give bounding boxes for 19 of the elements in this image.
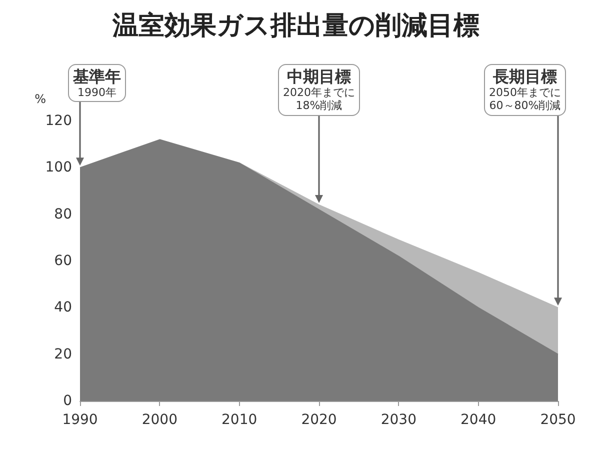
x-tick-label: 2000 (142, 412, 178, 428)
y-tick-label: 120 (45, 113, 72, 129)
text: 長期目標 2050年までに 60～80%削減 (489, 67, 561, 113)
y-tick-label: 0 (63, 393, 72, 409)
x-tick-label: 2010 (222, 412, 258, 428)
y-tick-label: 100 (45, 160, 72, 176)
y-tick-label: 40 (54, 300, 72, 316)
y-axis-title: % (34, 92, 46, 106)
chart-title: 温室効果ガス排出量の削減目標 (112, 11, 480, 41)
x-tick-label: 1990 (62, 412, 98, 428)
y-tick-label: 80 (54, 206, 72, 222)
x-tick-label: 2020 (301, 412, 337, 428)
x-tick-label: 2040 (460, 412, 496, 428)
y-tick-label: 20 (54, 346, 72, 362)
y-tick-label: 60 (54, 253, 72, 269)
x-tick-label: 2030 (380, 412, 416, 428)
text: 中期目標 2020年までに 18%削減 (283, 67, 355, 113)
x-tick-label: 2050 (540, 412, 576, 428)
text: 基準年 1990年 (73, 67, 121, 100)
